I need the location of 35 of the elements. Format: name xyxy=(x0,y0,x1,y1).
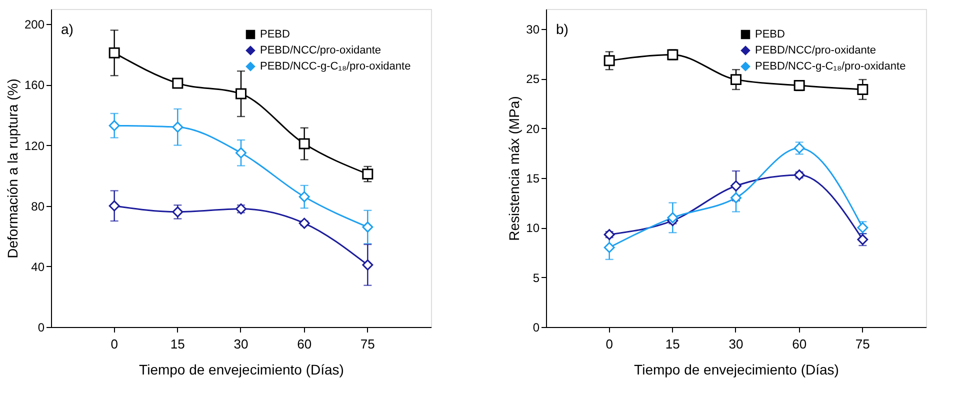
y-tick-label: 0 xyxy=(532,320,540,334)
y-tick-label: 160 xyxy=(24,78,45,92)
y-tick-label: 30 xyxy=(526,22,540,36)
y-axis-title: Deformación a la ruptura (%) xyxy=(4,78,20,258)
y-tick-label: 0 xyxy=(38,320,45,334)
legend-label: PEBD xyxy=(755,28,786,40)
y-tick-label: 80 xyxy=(31,199,45,214)
y-tick-label: 15 xyxy=(526,171,540,186)
x-tick-label: 0 xyxy=(606,336,613,352)
x-tick-label: 0 xyxy=(110,336,118,352)
y-tick-label: 120 xyxy=(24,138,45,153)
y-tick-label: 10 xyxy=(526,221,540,236)
y-tick-label: 200 xyxy=(24,18,45,32)
annotation: a) xyxy=(61,21,74,37)
y-tick-label: 5 xyxy=(532,270,540,285)
y-axis-title: Resistencia máx (MPa) xyxy=(506,96,522,241)
annotation: b) xyxy=(556,21,568,37)
x-tick-label: 15 xyxy=(170,336,185,352)
x-axis-title: Tiempo de envejecimiento (Días) xyxy=(139,362,344,378)
y-tick-label: 40 xyxy=(31,260,45,274)
x-tick-label: 60 xyxy=(297,336,312,352)
legend-label: PEBD/NCC/pro-oxidante xyxy=(260,44,382,56)
y-tick-label: 20 xyxy=(526,122,540,136)
x-axis-title: Tiempo de envejecimiento (Días) xyxy=(634,362,839,378)
legend-label: PEBD xyxy=(260,28,290,40)
x-tick-label: 75 xyxy=(855,336,870,352)
x-tick-label: 60 xyxy=(792,336,807,352)
legend-label: PEBD/NCC/pro-oxidante xyxy=(755,44,876,56)
x-tick-label: 75 xyxy=(360,336,375,352)
x-tick-label: 30 xyxy=(728,336,744,352)
x-tick-label: 30 xyxy=(234,336,248,352)
legend-label: PEBD/NCC-g-C₁₈/pro-oxidante xyxy=(755,60,906,72)
y-tick-label: 25 xyxy=(526,72,540,86)
legend-label: PEBD/NCC-g-C₁₈/pro-oxidante xyxy=(260,60,411,72)
x-tick-label: 15 xyxy=(665,336,680,352)
